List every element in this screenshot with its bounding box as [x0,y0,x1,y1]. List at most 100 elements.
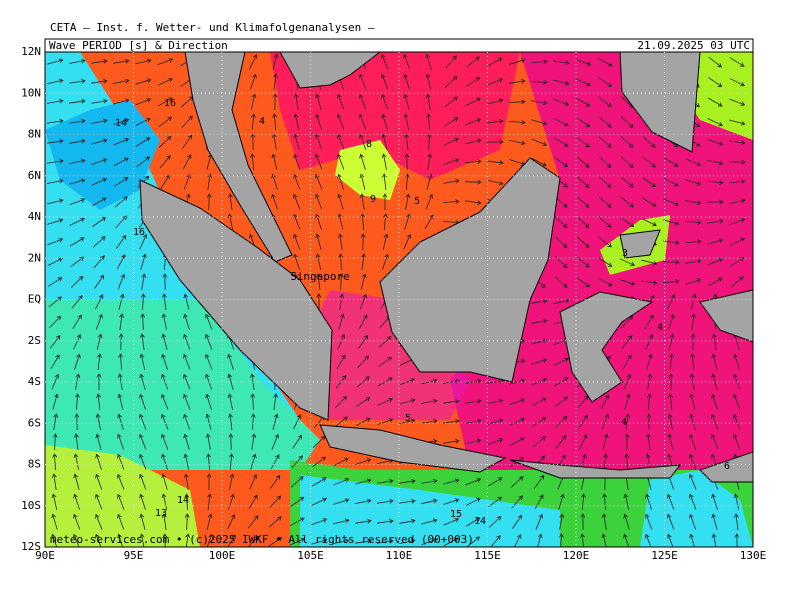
wave-arrow [360,273,367,290]
wave-arrow [113,157,129,167]
wave-arrow [685,200,702,206]
wave-arrow [553,79,570,86]
wave-arrow [425,53,432,70]
wave-arrow [51,373,60,390]
wave-arrow [487,179,504,186]
wave-arrow [729,119,746,126]
lat-label: 6S [28,416,41,429]
wave-arrow [338,313,345,330]
wave-arrow [183,433,190,450]
contour-label: 9 [370,194,376,205]
wave-arrow [91,177,108,186]
wave-arrow [509,417,526,426]
wave-arrow [729,198,746,205]
wave-arrow [642,136,656,148]
wave-arrow [464,159,482,164]
wave-arrow [399,398,416,405]
wave-arrow [269,474,281,489]
wave-arrow [141,273,147,290]
wave-arrow [161,453,168,470]
wave-arrow [711,433,719,450]
wave-arrow [532,417,547,427]
wave-arrow [206,453,211,471]
wave-arrow [487,77,504,86]
wave-arrow [421,498,438,505]
wave-arrow [47,178,64,184]
wave-arrow [663,240,680,246]
wave-arrow [443,498,460,505]
lat-label: 8S [28,458,41,471]
wave-arrow [70,256,85,268]
lon-label: 105E [297,549,324,562]
wave-arrow [250,153,255,170]
wave-arrow [249,473,258,490]
wave-arrow [316,273,321,290]
wave-arrow [139,233,148,250]
land-maluku [699,289,753,343]
wave-arrow [580,513,586,531]
wave-arrow [733,393,741,410]
wave-arrow [421,538,438,546]
wave-arrow [115,234,127,249]
wave-arrow [315,253,322,270]
wave-arrow [426,113,432,131]
wave-arrow [337,173,344,190]
wave-arrow [205,413,212,430]
place-label: Singapore [290,270,350,283]
wave-arrow [730,276,744,288]
wave-arrow [91,58,108,64]
wave-arrow [602,433,609,450]
wave-arrow [445,55,457,69]
wave-arrow [205,313,213,330]
wave-arrow [668,333,675,350]
wave-arrow [382,193,388,211]
wave-arrow [333,538,350,544]
wave-arrow [69,138,86,144]
wave-arrow [271,193,279,210]
wave-arrow [161,513,167,530]
wave-arrow [117,413,124,430]
wave-arrow [47,257,63,266]
wave-arrow [403,73,410,90]
wave-arrow [185,533,191,547]
wave-arrow [598,96,612,108]
wave-arrow [227,534,236,547]
contour-label: 3 [622,248,628,259]
wave-arrow [271,153,278,170]
land-lesser-sunda [509,459,682,479]
wave-arrow [711,353,718,370]
wave-arrow [161,413,169,430]
wave-arrow [117,453,125,470]
wave-arrow [355,458,372,465]
wave-arrow [378,336,392,348]
wave-arrow [289,517,305,527]
wave-arrow [114,196,128,208]
wave-arrow [91,197,107,207]
wave-arrow [183,353,191,370]
wave-arrow [207,493,212,510]
wave-arrow [293,253,300,270]
wave-arrow [707,257,724,266]
wave-arrow [360,213,366,231]
wave-arrow [336,354,346,370]
wave-arrow [52,433,58,451]
wave-arrow [690,353,696,371]
wave-arrow [293,193,301,210]
wave-arrow [52,453,58,471]
wave-arrow [293,133,300,150]
wave-arrow [91,78,108,84]
wave-arrow [730,257,745,267]
wave-arrow [443,378,460,384]
wave-arrow [576,216,590,228]
wave-arrow [728,159,746,165]
wave-arrow [555,415,568,428]
wave-arrow [689,453,697,470]
wave-arrow [466,56,480,68]
wave-arrow [227,353,234,370]
wave-arrow [421,398,438,404]
sea-turquoise [45,300,320,470]
wave-arrow [95,413,101,430]
wave-arrow [69,237,85,247]
wave-arrow [623,493,630,510]
wave-arrow [465,478,482,486]
